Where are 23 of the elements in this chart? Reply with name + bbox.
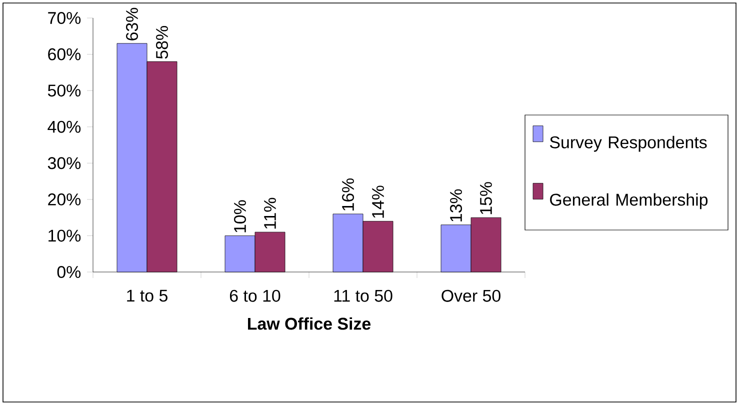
y-tick-label: 70% [48, 12, 81, 24]
y-tick-label: 10% [48, 230, 81, 242]
y-tick-label: 50% [48, 84, 81, 97]
legend-label: General Membership [550, 193, 708, 210]
y-tick-label: 60% [48, 48, 81, 60]
data-label: 10% [234, 200, 246, 232]
x-tick-label: 6 to 10 [230, 290, 280, 302]
x-axis-title: Law Office Size [248, 317, 371, 330]
data-label: 16% [342, 178, 354, 210]
data-label: 14% [372, 186, 384, 218]
data-label: 58% [156, 26, 168, 59]
legend-label: Survey Respondents [550, 136, 707, 152]
data-label: 15% [480, 182, 492, 214]
data-label: 13% [450, 189, 462, 222]
x-tick-label: Over 50 [442, 290, 500, 302]
data-label: 63% [126, 8, 138, 40]
y-tick-label: 40% [48, 120, 81, 133]
y-tick-label: 0% [57, 266, 81, 278]
y-tick-label: 20% [48, 193, 81, 206]
data-label: 11% [264, 198, 276, 229]
x-tick-label: 11 to 50 [334, 290, 392, 302]
y-tick-label: 30% [48, 157, 81, 170]
x-tick-label: 1 to 5 [127, 290, 168, 302]
